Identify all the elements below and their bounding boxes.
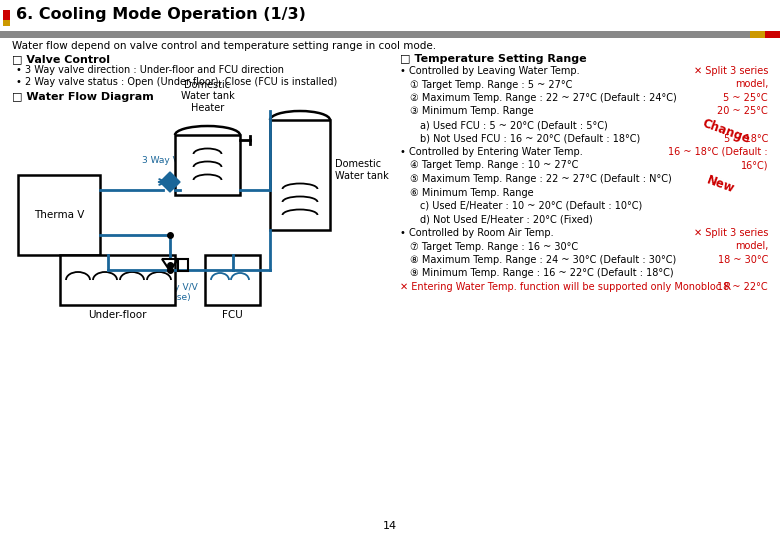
Bar (205, 255, 260, 305)
Text: ⑤ Maximum Temp. Range : 22 ~ 27°C (Default : N°C): ⑤ Maximum Temp. Range : 22 ~ 27°C (Defau… (410, 174, 672, 184)
Bar (18, 175, 100, 255)
Text: c) Used E/Heater : 10 ~ 20°C (Default : 10°C): c) Used E/Heater : 10 ~ 20°C (Default : … (420, 201, 642, 211)
Text: b) Not Used FCU : 16 ~ 20°C (Default : 18°C): b) Not Used FCU : 16 ~ 20°C (Default : 1… (420, 133, 640, 144)
Bar (60, 255, 175, 305)
Bar (0, 0, 780, 30)
Text: a) Used FCU : 5 ~ 20°C (Default : 5°C): a) Used FCU : 5 ~ 20°C (Default : 5°C) (420, 120, 608, 130)
Text: □ Water Flow Diagram: □ Water Flow Diagram (12, 92, 154, 102)
Text: 2 Way V/V
(Close): 2 Way V/V (Close) (152, 283, 198, 302)
Text: d) Not Used E/Heater : 20°C (Fixed): d) Not Used E/Heater : 20°C (Fixed) (420, 214, 593, 225)
Text: ✕ Split 3 series: ✕ Split 3 series (693, 66, 768, 76)
Text: FCU: FCU (222, 310, 243, 320)
Text: Domestic
Water tank
Heater: Domestic Water tank Heater (181, 80, 234, 113)
Bar (175, 135, 240, 195)
Text: • 3 Way valve direction : Under-floor and FCU direction: • 3 Way valve direction : Under-floor an… (16, 65, 284, 75)
Bar (750, 31, 765, 38)
Text: 16 ~ 18°C (Default :: 16 ~ 18°C (Default : (668, 147, 768, 157)
Text: 5 ~ 18°C: 5 ~ 18°C (724, 133, 768, 144)
Bar (178, 259, 188, 271)
Text: ⑧ Maximum Temp. Range : 24 ~ 30°C (Default : 30°C): ⑧ Maximum Temp. Range : 24 ~ 30°C (Defau… (410, 255, 676, 265)
Bar (3, 20, 10, 26)
Text: ✕ Entering Water Temp. function will be supported only Monobloc R: ✕ Entering Water Temp. function will be … (400, 282, 731, 292)
Text: 18 ~ 30°C: 18 ~ 30°C (718, 255, 768, 265)
Text: • Controlled by Room Air Temp.: • Controlled by Room Air Temp. (400, 228, 554, 238)
Text: • 2 Way valve status : Open (Under-floor), Close (FCU is installed): • 2 Way valve status : Open (Under-floor… (16, 77, 337, 87)
Text: model,: model, (735, 241, 768, 252)
Text: Water flow depend on valve control and temperature setting range in cool mode.: Water flow depend on valve control and t… (12, 41, 436, 51)
Text: ② Maximum Temp. Range : 22 ~ 27°C (Default : 24°C): ② Maximum Temp. Range : 22 ~ 27°C (Defau… (410, 93, 677, 103)
Text: 20 ~ 25°C: 20 ~ 25°C (718, 106, 768, 117)
Text: 3 Way V/V: 3 Way V/V (142, 156, 188, 165)
Text: ④ Target Temp. Range : 10 ~ 27°C: ④ Target Temp. Range : 10 ~ 27°C (410, 160, 579, 171)
Text: ③ Minimum Temp. Range: ③ Minimum Temp. Range (410, 106, 534, 117)
Text: Domestic
Water tank: Domestic Water tank (335, 159, 388, 181)
Polygon shape (160, 172, 180, 182)
Text: Change: Change (700, 116, 751, 146)
Text: □ Temperature Setting Range: □ Temperature Setting Range (400, 54, 587, 64)
Bar (0, 31, 750, 38)
Bar (270, 120, 330, 230)
Polygon shape (160, 182, 180, 192)
Text: ✕ Split 3 series: ✕ Split 3 series (693, 228, 768, 238)
Text: Under-floor: Under-floor (88, 310, 147, 320)
Text: New: New (705, 174, 736, 196)
Text: model,: model, (735, 79, 768, 90)
Bar (3, 10, 10, 20)
Text: ⑨ Minimum Temp. Range : 16 ~ 22°C (Default : 18°C): ⑨ Minimum Temp. Range : 16 ~ 22°C (Defau… (410, 268, 674, 279)
Text: Therma V: Therma V (34, 210, 84, 220)
Text: ① Target Temp. Range : 5 ~ 27°C: ① Target Temp. Range : 5 ~ 27°C (410, 79, 573, 90)
Text: ⑥ Minimum Temp. Range: ⑥ Minimum Temp. Range (410, 187, 534, 198)
Text: 6. Cooling Mode Operation (1/3): 6. Cooling Mode Operation (1/3) (16, 8, 306, 23)
Text: ⑦ Target Temp. Range : 16 ~ 30°C: ⑦ Target Temp. Range : 16 ~ 30°C (410, 241, 578, 252)
Text: 16°C): 16°C) (740, 160, 768, 171)
Text: • Controlled by Leaving Water Temp.: • Controlled by Leaving Water Temp. (400, 66, 580, 76)
Text: 14: 14 (383, 521, 397, 531)
Bar (773, 31, 780, 38)
Text: □ Valve Control: □ Valve Control (12, 54, 110, 64)
Text: • Controlled by Entering Water Temp.: • Controlled by Entering Water Temp. (400, 147, 583, 157)
Text: 18 ~ 22°C: 18 ~ 22°C (718, 282, 768, 292)
Text: 5 ~ 25°C: 5 ~ 25°C (723, 93, 768, 103)
Bar (765, 31, 773, 38)
